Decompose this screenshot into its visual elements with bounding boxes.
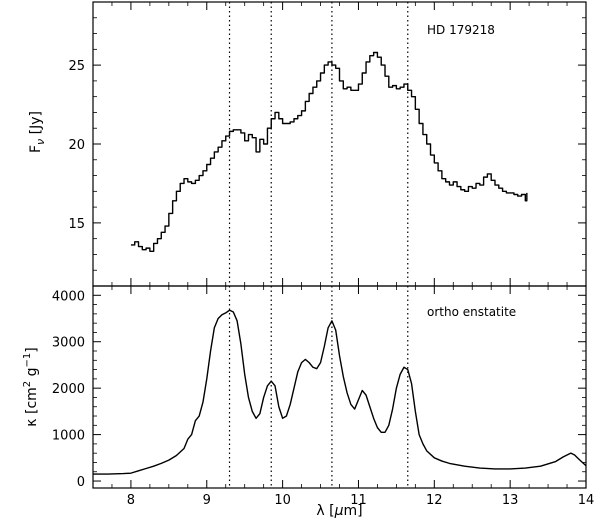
bot-y-tick-label-1: 1000 bbox=[52, 429, 85, 444]
bottom-y-axis-label-end: ] bbox=[24, 347, 40, 352]
x-axis-label-main: λ [ bbox=[316, 503, 334, 519]
top-y-axis-label-sub: ν bbox=[34, 139, 47, 145]
bottom-annotation: ortho enstatite bbox=[427, 305, 516, 319]
top-y-axis-label-unit: [Jy] bbox=[28, 111, 44, 139]
x-tick-label-4: 12 bbox=[426, 493, 443, 508]
bottom-y-axis-label-sup2: −1 bbox=[22, 353, 33, 368]
bot-y-tick-label-3: 3000 bbox=[52, 336, 85, 351]
x-axis-label-unit: m] bbox=[344, 503, 363, 519]
x-tick-label-1: 9 bbox=[203, 493, 211, 508]
x-tick-label-2: 10 bbox=[274, 493, 291, 508]
top-panel: 15 20 25 HD 179218 Fν [Jy] bbox=[28, 1, 587, 287]
x-tick-label-6: 14 bbox=[578, 493, 595, 508]
x-axis-label: λ [μm] bbox=[316, 503, 362, 519]
bottom-series-group bbox=[93, 309, 587, 475]
x-tick-label-0: 8 bbox=[127, 493, 135, 508]
x-tick-label-3: 11 bbox=[350, 493, 367, 508]
top-y-tick-label-0: 15 bbox=[68, 217, 85, 232]
top-y-tick-label-1: 20 bbox=[68, 138, 85, 153]
bottom-y-axis-label-sup1: 2 bbox=[22, 381, 33, 387]
top-plot-frame bbox=[92, 1, 587, 287]
bot-y-tick-label-2: 2000 bbox=[52, 382, 85, 397]
top-y-axis-label: Fν [Jy] bbox=[28, 111, 47, 153]
bottom-panel: 0 1000 2000 3000 4000 8 9 10 11 12 13 14 ortho enst… bbox=[22, 285, 595, 519]
bottom-y-axis-label-mid: g bbox=[24, 368, 40, 381]
bot-y-tick-label-4: 4000 bbox=[52, 289, 85, 304]
top-tick-group: 15 20 25 bbox=[68, 1, 587, 287]
top-series-group bbox=[130, 51, 528, 252]
bot-y-tick-label-0: 0 bbox=[77, 475, 85, 490]
bottom-y-axis-label-main: κ [cm bbox=[24, 387, 40, 427]
bottom-y-axis-label: κ [cm2 g−1] bbox=[22, 347, 40, 426]
top-series-line-0 bbox=[130, 51, 528, 252]
bottom-vline-group bbox=[228, 286, 409, 488]
bot-series-line-0 bbox=[93, 309, 587, 475]
top-y-tick-label-2: 25 bbox=[68, 59, 85, 74]
top-annotation: HD 179218 bbox=[427, 23, 495, 37]
x-tick-label-5: 13 bbox=[502, 493, 519, 508]
top-y-axis-label-main: F bbox=[28, 145, 44, 153]
x-axis-label-greek: μ bbox=[334, 503, 344, 519]
bottom-tick-group: 0 1000 2000 3000 4000 8 9 10 11 12 13 14 bbox=[52, 285, 595, 508]
